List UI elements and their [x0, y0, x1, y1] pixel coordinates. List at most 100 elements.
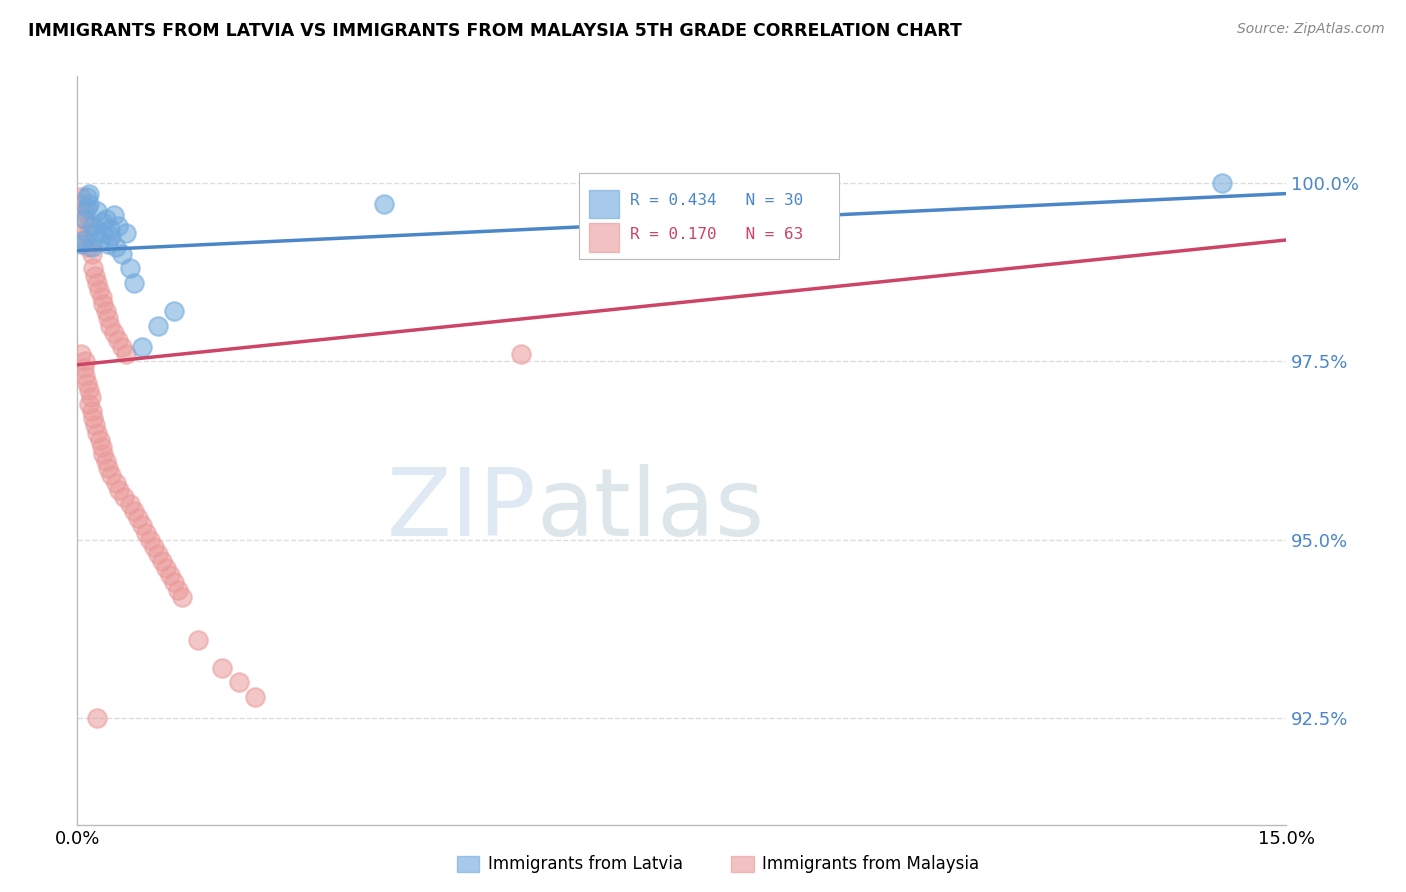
Point — [90, 290, 112, 304]
Point — [73, 361, 96, 376]
FancyBboxPatch shape — [589, 190, 619, 219]
Point — [167, 582, 190, 597]
Point — [73, 204, 96, 219]
Point — [82, 261, 104, 276]
Point — [70, 236, 93, 251]
Text: Immigrants from Latvia: Immigrants from Latvia — [488, 855, 683, 873]
Point — [89, 233, 111, 247]
Point — [100, 468, 122, 483]
Point — [75, 233, 97, 247]
Point — [131, 518, 153, 533]
Point — [70, 190, 93, 204]
Point — [122, 276, 145, 290]
Point — [76, 376, 98, 390]
Point — [76, 240, 98, 254]
Point — [87, 283, 110, 297]
FancyBboxPatch shape — [579, 173, 839, 260]
Point — [73, 233, 96, 247]
Point — [79, 383, 101, 397]
Point — [139, 533, 162, 547]
Point — [69, 197, 91, 211]
Point — [80, 240, 103, 254]
Point — [107, 333, 129, 347]
Point — [100, 229, 122, 244]
Point — [108, 483, 131, 497]
Point — [98, 222, 121, 236]
Point — [97, 236, 120, 251]
Point — [373, 197, 395, 211]
Point — [91, 297, 114, 311]
Point — [90, 215, 112, 229]
Point — [187, 632, 209, 647]
Point — [228, 675, 250, 690]
Point — [86, 711, 108, 725]
Point — [70, 347, 93, 361]
Point — [76, 226, 98, 240]
Point — [80, 390, 103, 404]
Point — [72, 211, 94, 226]
Text: R = 0.434   N = 30: R = 0.434 N = 30 — [630, 194, 803, 209]
Point — [79, 397, 101, 411]
Point — [75, 368, 97, 383]
Point — [135, 525, 157, 540]
Text: R = 0.170   N = 63: R = 0.170 N = 63 — [630, 227, 803, 242]
Point — [127, 511, 149, 525]
Point — [111, 340, 134, 354]
Point — [103, 208, 125, 222]
Point — [114, 226, 136, 240]
Point — [1211, 176, 1233, 190]
Point — [91, 226, 114, 240]
Point — [94, 304, 117, 318]
Point — [211, 661, 233, 675]
Point — [79, 186, 101, 201]
Point — [122, 504, 145, 518]
Point — [94, 454, 117, 468]
Point — [105, 475, 128, 490]
Point — [146, 318, 169, 333]
Point — [172, 590, 194, 604]
Point — [243, 690, 266, 704]
Point — [103, 326, 125, 340]
Text: IMMIGRANTS FROM LATVIA VS IMMIGRANTS FROM MALAYSIA 5TH GRADE CORRELATION CHART: IMMIGRANTS FROM LATVIA VS IMMIGRANTS FRO… — [28, 22, 962, 40]
Point — [142, 540, 165, 554]
Point — [97, 461, 120, 475]
Point — [163, 575, 186, 590]
Text: atlas: atlas — [537, 465, 765, 557]
Point — [97, 311, 120, 326]
Point — [90, 440, 112, 454]
Point — [159, 568, 181, 582]
Point — [509, 347, 531, 361]
Point — [82, 411, 104, 425]
Point — [75, 211, 97, 226]
Point — [86, 276, 108, 290]
Point — [84, 418, 107, 433]
Point — [107, 219, 129, 233]
Point — [76, 190, 98, 204]
Point — [79, 219, 101, 233]
Point — [79, 197, 101, 211]
Point — [89, 433, 111, 447]
Point — [86, 204, 108, 219]
Point — [75, 354, 97, 368]
Point — [80, 247, 103, 261]
Point — [91, 447, 114, 461]
Point — [86, 425, 108, 440]
Point — [155, 561, 177, 575]
Point — [98, 318, 121, 333]
Point — [150, 554, 173, 568]
Point — [80, 404, 103, 418]
Point — [163, 304, 186, 318]
Point — [76, 201, 98, 215]
Point — [82, 219, 104, 233]
Point — [118, 261, 141, 276]
Point — [84, 226, 107, 240]
Point — [94, 211, 117, 226]
Point — [111, 247, 134, 261]
FancyBboxPatch shape — [589, 223, 619, 252]
Point — [114, 347, 136, 361]
Point — [131, 340, 153, 354]
Point — [105, 240, 128, 254]
Point — [112, 490, 135, 504]
Point — [146, 547, 169, 561]
Text: Immigrants from Malaysia: Immigrants from Malaysia — [762, 855, 979, 873]
